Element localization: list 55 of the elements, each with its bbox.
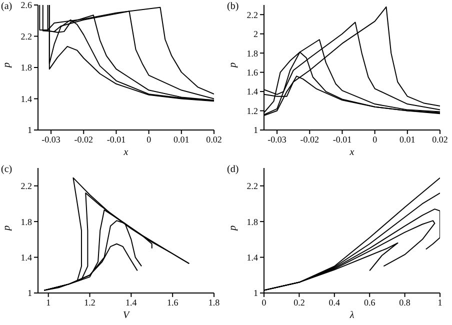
x-tick-label: 1.4 [126, 296, 138, 307]
x-tick-label: 1 [46, 296, 51, 307]
x-tick-label: 1.8 [208, 296, 220, 307]
y-tick-label: 2.2 [246, 180, 258, 191]
y-axis-title: p [228, 225, 239, 231]
x-axis-title: V [122, 310, 131, 320]
x-tick-label: 0.8 [399, 296, 411, 307]
chart-title: (d) [227, 164, 239, 174]
x-tick-label: -0.01 [332, 134, 352, 144]
y-axis-title: p [228, 62, 239, 68]
y-tick-label: 2 [254, 29, 258, 40]
y-tick-label: 1.8 [20, 62, 32, 73]
x-tick-label: 0.02 [432, 134, 448, 144]
y-tick-label: 1.4 [246, 252, 258, 262]
y-tick-label: 2.6 [20, 0, 32, 10]
y-axis-title: p [2, 225, 13, 231]
x-axis-title: λ [348, 310, 355, 320]
y-tick-label: 2.2 [246, 10, 258, 20]
x-tick-label: -0.02 [300, 134, 320, 144]
y-tick-label: 1 [28, 288, 32, 298]
x-axis-title: x [348, 147, 355, 158]
y-tick-label: 1.4 [20, 94, 32, 104]
x-tick-label: 0.6 [364, 296, 376, 307]
y-tick-label: 1.4 [246, 86, 258, 97]
y-tick-label: 1.8 [246, 216, 258, 226]
x-tick-label: 0.02 [206, 134, 222, 144]
x-tick-label: -0.01 [106, 134, 126, 144]
chart-title: (c) [1, 164, 12, 174]
x-tick-label: -0.02 [74, 134, 94, 144]
x-tick-label: 0 [262, 296, 267, 307]
x-tick-label: 1.6 [166, 296, 179, 307]
y-tick-label: 1.2 [246, 106, 258, 116]
x-tick-label: 0.01 [174, 134, 190, 144]
x-tick-label: 0 [146, 134, 152, 144]
y-tick-label: 1 [254, 125, 258, 136]
y-tick-label: 1 [254, 288, 258, 298]
y-tick-label: 1.6 [246, 68, 258, 78]
x-tick-label: 0 [372, 134, 378, 144]
y-axis-title: p [2, 62, 13, 68]
y-tick-label: 2.2 [20, 180, 32, 191]
x-tick-label: -0.03 [268, 134, 287, 144]
chart-title: (b) [227, 1, 239, 12]
x-tick-label: 0.01 [400, 134, 416, 144]
x-tick-label: 1.2 [84, 296, 96, 307]
x-tick-label: 1 [438, 296, 442, 307]
y-tick-label: 1.8 [246, 48, 258, 58]
x-tick-label: 0.2 [294, 296, 305, 307]
y-tick-label: 2.2 [20, 31, 32, 42]
chart-title: (a) [1, 1, 12, 12]
y-tick-label: 1.4 [20, 252, 32, 262]
y-tick-label: 1.8 [20, 216, 32, 226]
x-tick-label: -0.03 [42, 134, 61, 144]
x-axis-title: x [122, 147, 129, 158]
x-tick-label: 0.4 [328, 296, 341, 307]
y-tick-label: 1 [28, 125, 32, 136]
